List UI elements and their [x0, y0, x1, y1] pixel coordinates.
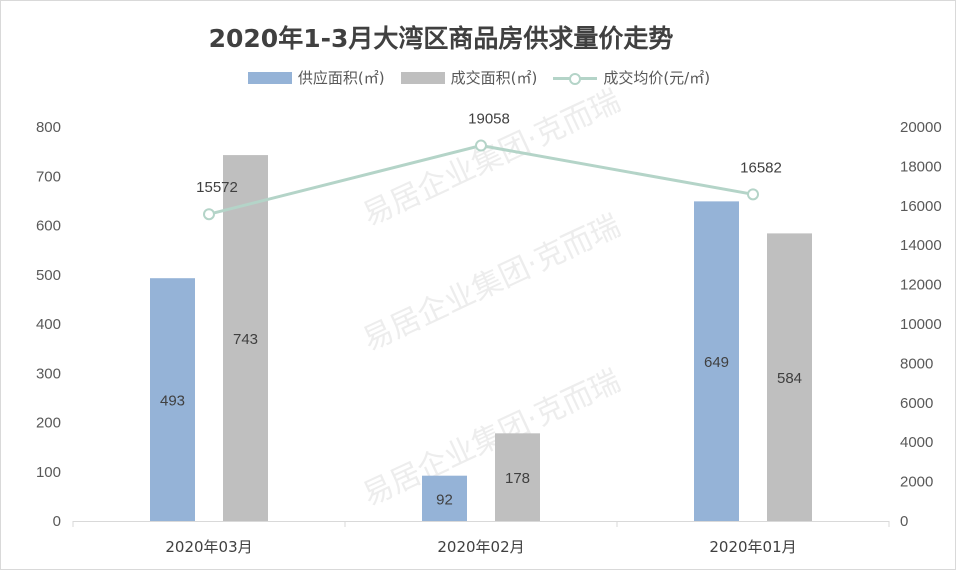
- watermark-text: 易居企业集团·克而瑞: [358, 363, 626, 513]
- bar-deal-area: [495, 433, 540, 521]
- price-data-label: 15572: [196, 179, 238, 196]
- y-left-tick-label: 500: [36, 267, 61, 284]
- bar-data-label: 92: [436, 491, 453, 508]
- y-right-tick-label: 4000: [900, 434, 933, 451]
- y-right-tick-label: 8000: [900, 355, 933, 372]
- y-right-tick-label: 2000: [900, 474, 933, 491]
- legend-item-deal-area: 成交面积(㎡): [400, 67, 538, 88]
- y-right-tick-label: 18000: [900, 158, 942, 175]
- legend: 供应面积(㎡) 成交面积(㎡) 成交均价(元/㎡): [1, 67, 956, 88]
- legend-item-supply: 供应面积(㎡): [247, 67, 385, 88]
- y-right-tick-label: 12000: [900, 277, 942, 294]
- bar-supply: [694, 201, 739, 521]
- bar-supply: [422, 475, 467, 521]
- bar-deal-area: [223, 155, 268, 521]
- bar-data-label: 649: [704, 354, 729, 371]
- x-category-label: 2020年02月: [437, 538, 524, 556]
- y-left-tick-label: 0: [53, 513, 61, 530]
- y-right-tick-label: 16000: [900, 198, 942, 215]
- y-right-tick-label: 0: [900, 513, 908, 530]
- y-left-tick-label: 400: [36, 316, 61, 333]
- legend-swatch-avg-price: [553, 72, 598, 85]
- bar-data-label: 178: [505, 470, 530, 487]
- x-category-label: 2020年01月: [709, 538, 796, 556]
- y-left-tick-label: 200: [36, 415, 61, 432]
- chart-title: 2020年1-3月大湾区商品房供求量价走势: [208, 24, 674, 53]
- bar-supply: [150, 278, 195, 521]
- y-left-tick-label: 600: [36, 218, 61, 235]
- bar-data-label: 743: [233, 331, 258, 348]
- legend-swatch-deal-area: [400, 71, 445, 84]
- legend-item-avg-price: 成交均价(元/㎡): [553, 67, 710, 88]
- bar-data-label: 584: [777, 370, 802, 387]
- price-data-label: 16582: [740, 159, 782, 176]
- legend-label-avg-price: 成交均价(元/㎡): [603, 69, 711, 87]
- price-point: [475, 139, 487, 152]
- x-category-label: 2020年03月: [165, 538, 252, 556]
- bar-deal-area: [767, 233, 812, 521]
- bar-data-label: 493: [160, 393, 185, 410]
- watermark-text: 易居企业集团·克而瑞: [358, 208, 626, 358]
- y-right-tick-label: 14000: [900, 237, 942, 254]
- y-right-tick-label: 6000: [900, 395, 933, 412]
- legend-swatch-supply: [247, 71, 292, 84]
- y-left-tick-label: 100: [36, 464, 61, 481]
- watermark-text: 易居企业集团·克而瑞: [358, 83, 626, 233]
- price-data-label: 19058: [468, 111, 510, 128]
- y-left-tick-label: 700: [36, 168, 61, 185]
- price-point: [747, 188, 759, 201]
- legend-label-deal-area: 成交面积(㎡): [450, 69, 538, 87]
- y-left-tick-label: 300: [36, 365, 61, 382]
- y-left-tick-label: 800: [36, 119, 61, 136]
- price-point: [203, 208, 215, 221]
- y-right-tick-label: 20000: [900, 119, 942, 136]
- y-right-tick-label: 10000: [900, 316, 942, 333]
- legend-label-supply: 供应面积(㎡): [297, 69, 385, 87]
